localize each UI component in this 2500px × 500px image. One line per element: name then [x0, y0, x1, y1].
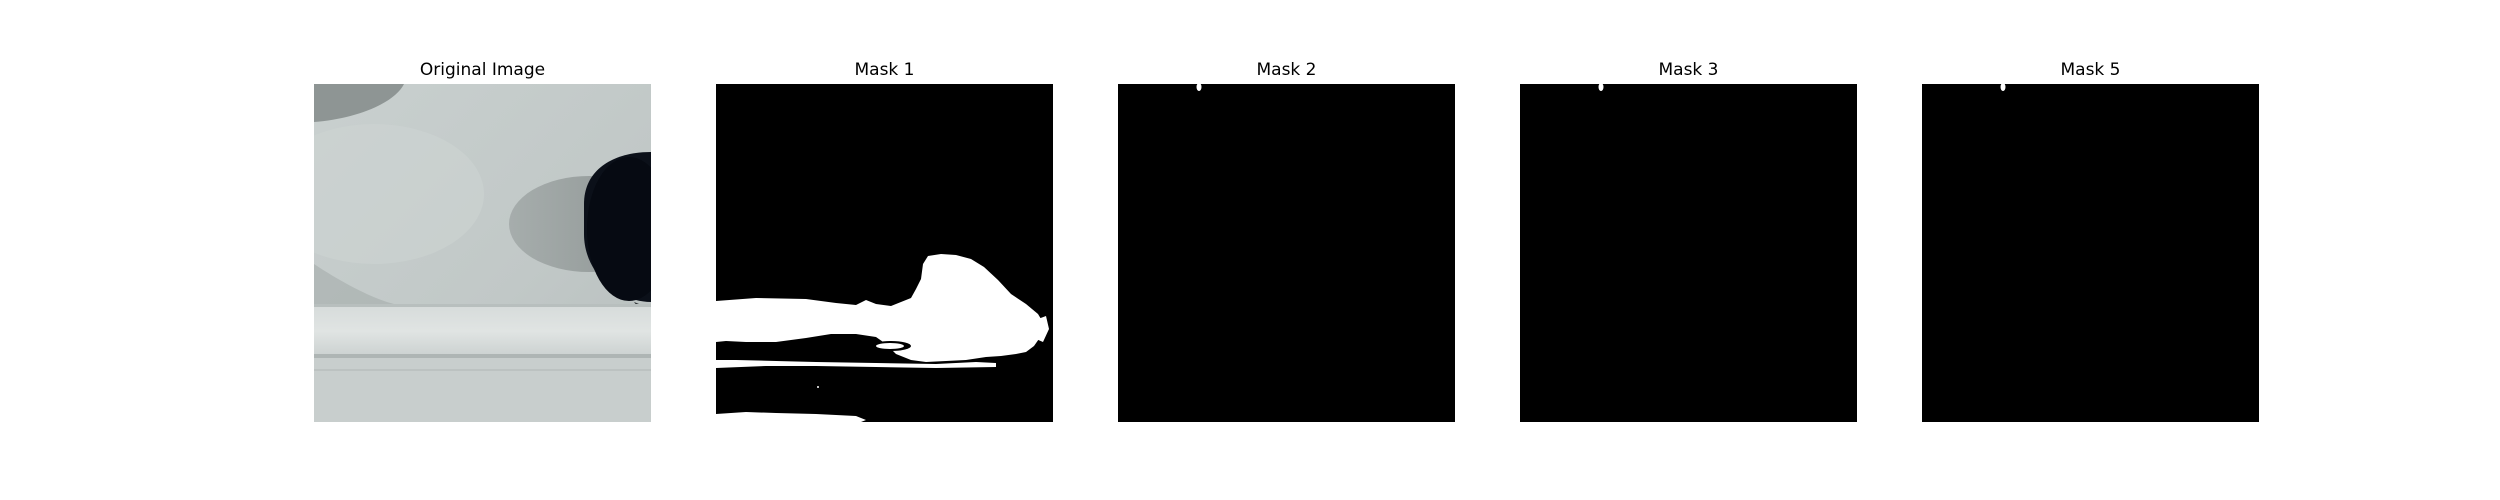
mask-3-image [1520, 84, 1857, 422]
original-image [314, 84, 651, 422]
mask-2-panel: Mask 2 [1118, 0, 1455, 500]
panel-title: Mask 5 [2060, 60, 2121, 80]
mask-2-image [1118, 84, 1455, 422]
mask-3-panel: Mask 3 [1520, 0, 1857, 500]
mask-1-image [716, 84, 1053, 422]
panel-title: Mask 2 [1256, 60, 1317, 80]
panel-title: Original Image [419, 60, 546, 80]
mask-1-panel: Mask 1 [716, 0, 1053, 500]
mask-5-image [1922, 84, 2259, 422]
panel-title: Mask 3 [1658, 60, 1719, 80]
original-image-panel: Original Image [314, 0, 651, 500]
panel-title: Mask 1 [854, 60, 915, 80]
mask-5-panel: Mask 5 [1922, 0, 2259, 500]
